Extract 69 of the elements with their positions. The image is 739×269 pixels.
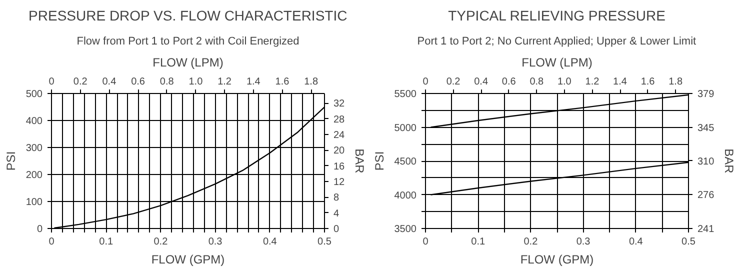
x2-tick-label: 0.2 bbox=[446, 76, 461, 88]
x-tick-label: 0.2 bbox=[524, 236, 538, 248]
x2-tick-label: 0.2 bbox=[73, 76, 88, 88]
y2-tick-label: 8 bbox=[334, 192, 340, 204]
chart-title: TYPICAL RELIEVING PRESSURE bbox=[448, 8, 666, 24]
y-tick-label: 4000 bbox=[394, 190, 417, 202]
x2-axis-title: FLOW (LPM) bbox=[522, 56, 592, 70]
x2-tick-label: 0.8 bbox=[160, 76, 174, 88]
x2-tick-label: 1.4 bbox=[613, 76, 628, 88]
y-tick-label: 400 bbox=[26, 116, 43, 127]
y-tick-label: 500 bbox=[26, 89, 43, 100]
y-axis-title: PSI bbox=[4, 151, 18, 171]
y2-tick-label: 20 bbox=[334, 146, 346, 157]
x2-tick-label: 1.6 bbox=[640, 76, 656, 88]
y-tick-label: 100 bbox=[26, 197, 43, 208]
y-tick-label: 5000 bbox=[394, 122, 417, 134]
x2-tick-label: 1.0 bbox=[557, 76, 572, 88]
y-tick-label: 3500 bbox=[394, 224, 417, 235]
x2-axis-title: FLOW (LPM) bbox=[152, 56, 224, 70]
y2-tick-label: 345 bbox=[698, 122, 715, 134]
x2-tick-label: 1.2 bbox=[218, 76, 232, 88]
y2-axis-title: BAR bbox=[352, 148, 367, 174]
x-tick-label: 0.1 bbox=[471, 236, 486, 248]
x2-tick-label: 0.4 bbox=[102, 76, 117, 88]
y-tick-label: 300 bbox=[26, 143, 43, 154]
x-tick-label: 0.1 bbox=[99, 236, 114, 248]
x-tick-label: 0 bbox=[48, 236, 55, 248]
chart-title: PRESSURE DROP VS. FLOW CHARACTERISTIC bbox=[28, 8, 348, 24]
x2-tick-label: 1.8 bbox=[304, 76, 318, 88]
y-axis-title: PSI bbox=[372, 151, 386, 171]
y2-tick-label: 32 bbox=[334, 98, 346, 110]
x-tick-label: 0.4 bbox=[262, 236, 278, 248]
y2-tick-label: 4 bbox=[334, 208, 340, 220]
chart-subtitle: Flow from Port 1 to Port 2 with Coil Energized bbox=[76, 36, 300, 48]
y-tick-label: 200 bbox=[26, 170, 43, 181]
x2-tick-label: 1.0 bbox=[188, 76, 204, 88]
y2-tick-label: 12 bbox=[334, 177, 346, 188]
x-tick-label: 0.3 bbox=[576, 236, 591, 248]
x-tick-label: 0.4 bbox=[628, 236, 644, 248]
y-tick-label: 4500 bbox=[394, 156, 417, 168]
y2-axis-title: BAR bbox=[722, 148, 736, 174]
y2-tick-label: 28 bbox=[334, 114, 346, 126]
chart-subtitle: Port 1 to Port 2; No Current Applied; Upper & Lower Limit bbox=[417, 36, 696, 48]
y2-tick-label: 24 bbox=[334, 130, 346, 142]
y-tick-label: 5500 bbox=[394, 89, 417, 100]
x-axis-title: FLOW (GPM) bbox=[520, 252, 594, 266]
x2-tick-label: 1.8 bbox=[668, 76, 683, 88]
x2-tick-label: 0 bbox=[422, 76, 429, 88]
x2-tick-label: 1.4 bbox=[246, 76, 261, 88]
x2-tick-label: 0 bbox=[48, 76, 55, 88]
x2-tick-label: 1.2 bbox=[585, 76, 600, 88]
x2-tick-label: 1.6 bbox=[275, 76, 290, 88]
y2-tick-label: 0 bbox=[334, 224, 340, 235]
x2-tick-label: 0.8 bbox=[530, 76, 544, 88]
x-tick-label: 0.5 bbox=[682, 236, 696, 248]
y-tick-label: 0 bbox=[36, 224, 43, 235]
x2-tick-label: 0.4 bbox=[474, 76, 488, 88]
y2-tick-label: 241 bbox=[698, 224, 715, 235]
x-tick-label: 0.3 bbox=[208, 236, 223, 248]
x2-tick-label: 0.6 bbox=[502, 76, 516, 88]
y2-tick-label: 276 bbox=[698, 190, 715, 202]
x2-tick-label: 0.6 bbox=[131, 76, 146, 88]
x-tick-label: 0 bbox=[422, 236, 429, 248]
x-tick-label: 0.2 bbox=[154, 236, 168, 248]
y2-tick-label: 379 bbox=[698, 89, 715, 100]
y2-tick-label: 310 bbox=[698, 156, 715, 168]
y2-tick-label: 16 bbox=[334, 161, 346, 172]
x-axis-title: FLOW (GPM) bbox=[151, 252, 225, 266]
x-tick-label: 0.5 bbox=[318, 236, 332, 248]
